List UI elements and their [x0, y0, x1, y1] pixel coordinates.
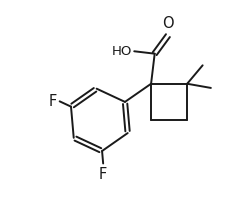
Text: F: F [49, 94, 57, 109]
Text: HO: HO [112, 45, 132, 58]
Text: O: O [162, 16, 174, 31]
Text: F: F [99, 167, 107, 182]
